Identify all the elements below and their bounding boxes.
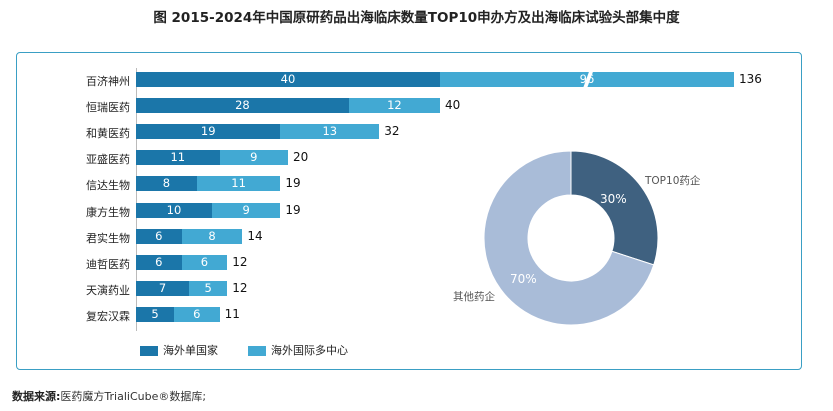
- bar-domestic: 11: [136, 150, 220, 166]
- bar-domestic: 5: [136, 306, 174, 322]
- bar-domestic: 6: [136, 228, 182, 244]
- bar-domestic: 28: [136, 98, 349, 114]
- y-axis-line: [136, 68, 137, 331]
- bar-international: 8: [181, 228, 243, 244]
- bar-international: 9: [219, 150, 288, 166]
- bar-domestic: 7: [136, 280, 190, 296]
- bar-domestic: 40: [136, 72, 440, 87]
- bar-international: 11: [196, 176, 281, 192]
- legend-label: 海外国际多中心: [271, 344, 348, 357]
- bar-total: 12: [232, 280, 248, 295]
- bar-total: 11: [224, 306, 240, 321]
- category-label: 百济神州: [86, 75, 130, 88]
- bar-total: 32: [384, 124, 400, 139]
- bar-domestic: 19: [136, 124, 281, 140]
- bar-international: 12: [348, 98, 440, 114]
- legend-swatch: [248, 346, 266, 356]
- category-label: 信达生物: [86, 179, 130, 193]
- category-label: 君实生物: [86, 231, 130, 245]
- bar-total: 12: [232, 254, 248, 269]
- chart-panel: [16, 52, 802, 370]
- legend-label: 海外单国家: [163, 344, 218, 357]
- bar-total: 136: [739, 72, 762, 86]
- legend-item: 海外单国家: [140, 344, 218, 357]
- bar-total: 14: [247, 228, 263, 243]
- legend-swatch: [140, 346, 158, 356]
- bar-international: 5: [189, 280, 228, 296]
- bar-domestic: 6: [136, 254, 182, 270]
- bar-legend: 海外单国家 海外国际多中心: [140, 342, 378, 358]
- category-label: 复宏汉霖: [86, 309, 130, 323]
- source-note: 数据来源:医药魔方TrialiCube®数据库;: [12, 388, 206, 404]
- bar-domestic: 10: [136, 202, 212, 218]
- bar-total: 20: [293, 150, 309, 165]
- bar-international: 9: [212, 202, 281, 218]
- bar-international: 6: [174, 306, 220, 322]
- category-label: 康方生物: [86, 205, 130, 219]
- bar-international: 13: [280, 124, 380, 140]
- bar-international: 6: [181, 254, 228, 270]
- category-label: 天演药业: [86, 283, 130, 297]
- bar-total: 19: [285, 202, 301, 217]
- category-label: 亚盛医药: [86, 153, 130, 167]
- category-label: 恒瑞医药: [86, 101, 130, 115]
- source-text: 医药魔方TrialiCube®数据库;: [60, 390, 207, 403]
- chart-title: 图 2015-2024年中国原研药品出海临床数量TOP10申办方及出海临床试验头…: [153, 10, 680, 26]
- category-label: 和黄医药: [86, 127, 130, 141]
- bar-total: 19: [285, 176, 301, 191]
- legend-item: 海外国际多中心: [248, 344, 348, 357]
- source-label: 数据来源:: [12, 390, 61, 403]
- bar-total: 40: [445, 98, 461, 113]
- bar-domestic: 8: [136, 176, 197, 192]
- category-label: 迪哲医药: [86, 257, 130, 271]
